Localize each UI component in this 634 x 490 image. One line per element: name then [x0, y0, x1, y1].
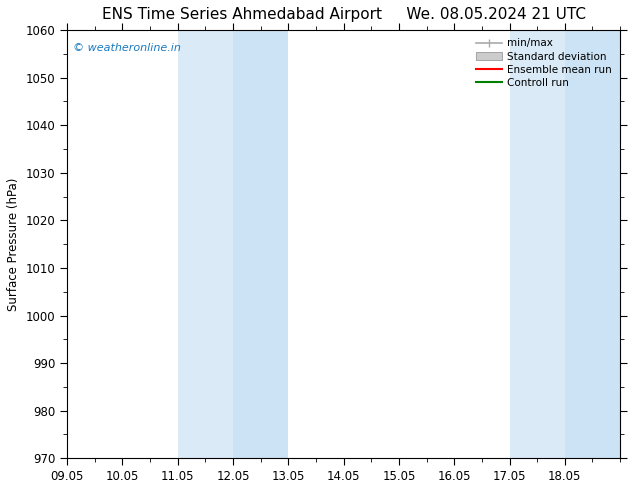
Bar [565, 30, 620, 458]
Bar [233, 30, 288, 458]
Y-axis label: Surface Pressure (hPa): Surface Pressure (hPa) [7, 177, 20, 311]
Title: ENS Time Series Ahmedabad Airport     We. 08.05.2024 21 UTC: ENS Time Series Ahmedabad Airport We. 08… [101, 7, 586, 22]
Legend: min/max, Standard deviation, Ensemble mean run, Controll run: min/max, Standard deviation, Ensemble me… [473, 35, 615, 91]
Bar [510, 30, 565, 458]
Bar [178, 30, 233, 458]
Text: © weatheronline.in: © weatheronline.in [72, 43, 181, 53]
